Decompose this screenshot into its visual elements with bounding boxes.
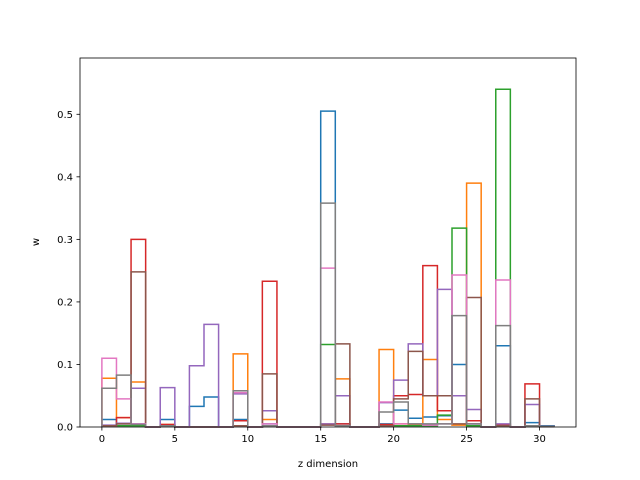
y-tick-label: 0.2 xyxy=(57,297,73,308)
y-tick-label: 0.5 xyxy=(57,110,73,121)
y-tick-label: 0.3 xyxy=(57,235,73,246)
x-tick-label: 0 xyxy=(99,434,105,445)
y-axis: 0.0 0.1 0.2 0.3 0.4 0.5 xyxy=(57,110,80,434)
axes-frame xyxy=(79,57,577,428)
x-axis-label: z dimension xyxy=(298,459,358,470)
x-tick-label: 20 xyxy=(387,434,400,445)
y-tick-label: 0.4 xyxy=(57,172,73,183)
x-tick-label: 25 xyxy=(460,434,473,445)
y-tick-label: 0.1 xyxy=(57,360,73,371)
x-tick-label: 30 xyxy=(533,434,546,445)
y-axis-label: w xyxy=(31,238,42,246)
x-tick-label: 15 xyxy=(314,434,327,445)
x-axis: 0 5 10 15 20 25 30 xyxy=(99,427,546,445)
y-tick-label: 0.0 xyxy=(57,423,73,434)
x-tick-label: 5 xyxy=(172,434,178,445)
x-tick-label: 10 xyxy=(241,434,254,445)
